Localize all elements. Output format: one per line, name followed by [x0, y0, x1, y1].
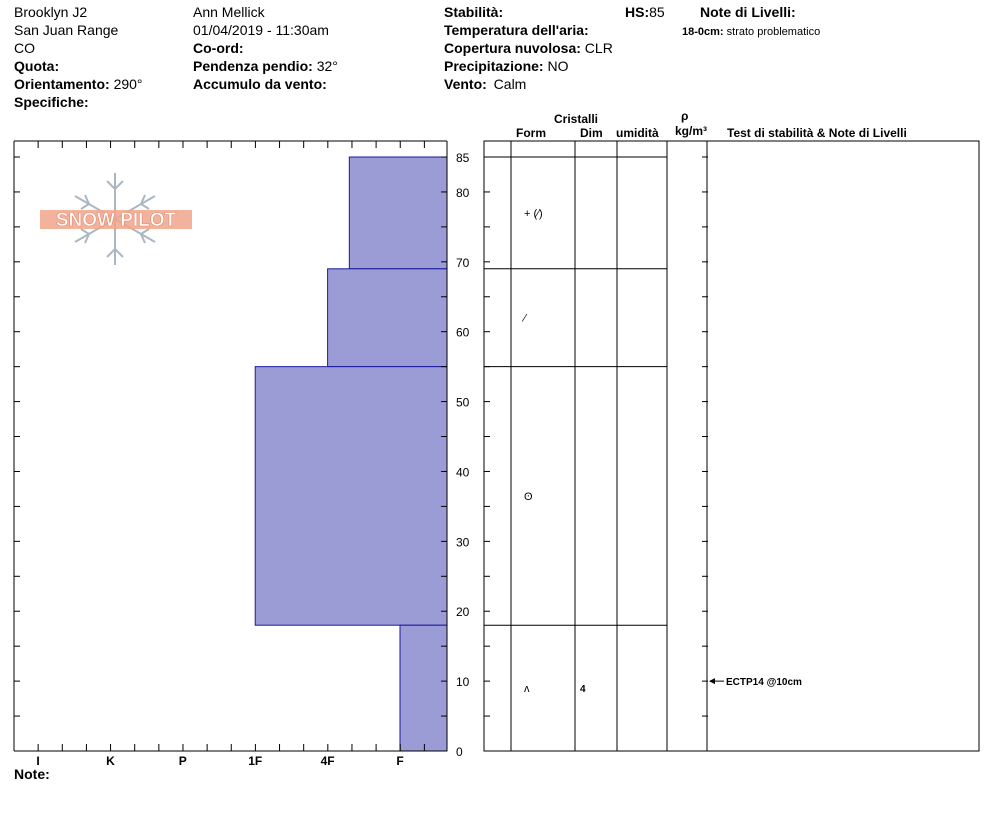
rho-header: ρ: [681, 109, 689, 123]
stabilita-label: Stabilità:: [444, 4, 504, 20]
y-tick-label: 20: [456, 605, 470, 619]
hs-label: HS:: [625, 4, 650, 20]
hardness-label: 4F: [321, 754, 335, 768]
pendenza-value: 32°: [316, 58, 338, 74]
y-tick-label: 85: [456, 151, 470, 165]
hs: HS:85: [625, 4, 665, 20]
state-name: CO: [14, 40, 35, 56]
layer-bar-0: [348, 156, 448, 270]
crystal-form-3: ʌ: [524, 683, 530, 695]
vento: Vento: Calm: [444, 76, 526, 92]
pendenza: Pendenza pendio: 32°: [193, 58, 338, 74]
y-tick-label: 10: [456, 675, 470, 689]
layer-bar-3: [399, 624, 448, 752]
hs-value: 85: [649, 4, 665, 20]
note-livelli-entry: 18-0cm: strato problematico: [682, 24, 820, 40]
hardness-label: 1F: [248, 754, 262, 768]
orientamento-value: 290°: [113, 76, 143, 92]
crystals-table: + (⁄) ⁄ ʘ ʌ 4 ECTP14 @10cm: [483, 140, 980, 752]
cristalli-header: Cristalli: [554, 112, 599, 126]
orientamento: Orientamento: 290°: [14, 76, 143, 92]
precipitazione: Precipitazione: NO: [444, 58, 568, 74]
y-tick-label: 0: [456, 745, 463, 759]
density-unit-header: kg/m³: [675, 124, 708, 138]
accumulo-label: Accumulo da vento:: [193, 76, 327, 92]
precipitazione-label: Precipitazione:: [444, 58, 544, 74]
y-tick-label: 60: [456, 326, 470, 340]
specifiche-label: Specifiche:: [14, 94, 89, 110]
test-marker-arrow: [709, 678, 715, 685]
y-tick-label: 50: [456, 396, 470, 410]
y-tick-label: 30: [456, 535, 470, 549]
vento-value: Calm: [493, 76, 527, 92]
hardness-layers: [254, 156, 448, 752]
crystal-form-1: ⁄: [521, 313, 528, 325]
umidita-header: umidità: [616, 126, 659, 140]
y-tick-label: 70: [456, 256, 470, 270]
form-header: Form: [516, 126, 546, 140]
location-name: Brooklyn J2: [14, 4, 88, 20]
pendenza-label: Pendenza pendio:: [193, 58, 313, 74]
copertura-value: CLR: [584, 40, 613, 56]
precipitazione-value: NO: [547, 58, 569, 74]
observation-datetime: 01/04/2019 - 11:30am: [193, 22, 329, 38]
table-frame: [483, 140, 980, 752]
observer-name: Ann Mellick: [193, 4, 265, 20]
hardness-label: K: [106, 754, 115, 768]
test-header: Test di stabilità & Note di Livelli: [727, 126, 907, 140]
quota-label: Quota:: [14, 58, 60, 74]
note-livelli-text: strato problematico: [726, 26, 821, 38]
snowpilot-logo-text: SNOW PILOT: [56, 210, 177, 231]
crystal-form-0: + (⁄): [524, 208, 543, 220]
crystal-size-3: 4: [580, 684, 586, 695]
snowpilot-logo: SNOW PILOT: [40, 173, 192, 265]
crystal-form-2: ʘ: [524, 491, 533, 503]
depth-axis: 0 10 20 30 40 50 60 70 80 85: [14, 151, 708, 759]
y-tick-label: 40: [456, 465, 470, 479]
layer-bar-2: [254, 366, 448, 626]
y-tick-label: 80: [456, 186, 470, 200]
copertura: Copertura nuvolosa: CLR: [444, 40, 613, 56]
range-name: San Juan Range: [14, 22, 119, 38]
copertura-label: Copertura nuvolosa:: [444, 40, 581, 56]
vento-label: Vento:: [444, 76, 487, 92]
coord-label: Co-ord:: [193, 40, 244, 56]
layer-bar-1: [327, 268, 448, 368]
stability-test-0: ECTP14 @10cm: [726, 677, 802, 688]
orientamento-label: Orientamento:: [14, 76, 110, 92]
note-livelli-label: Note di Livelli:: [700, 4, 796, 20]
note-livelli-range: 18-0cm:: [682, 26, 724, 38]
temperatura-label: Temperatura dell'aria:: [444, 22, 589, 38]
hardness-axis: I K P 1F 4F F: [13, 141, 425, 768]
dim-header: Dim: [580, 126, 603, 140]
hardness-label: I: [36, 754, 39, 768]
hardness-label: F: [396, 754, 403, 768]
hardness-label: P: [179, 754, 187, 768]
note-label: Note:: [14, 766, 50, 782]
